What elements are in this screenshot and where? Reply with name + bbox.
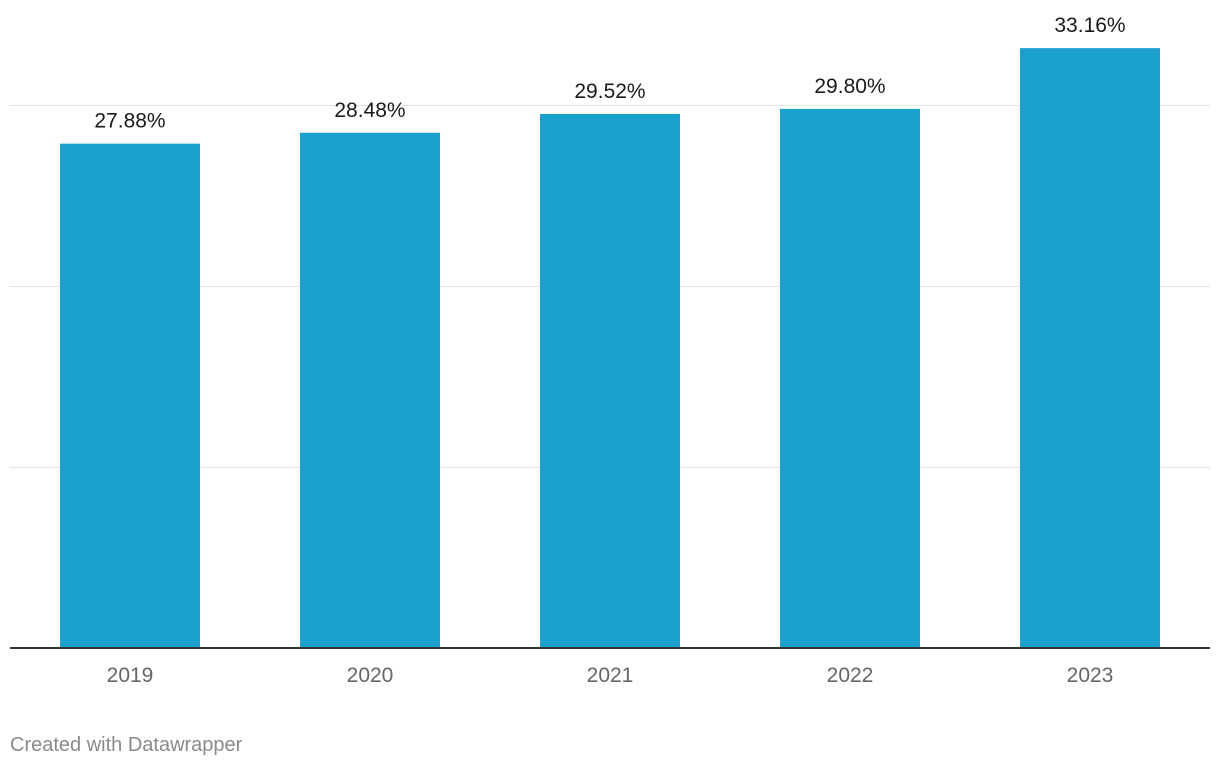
- bar-2022[interactable]: [780, 108, 920, 649]
- value-label-2021: 29.52%: [574, 80, 645, 103]
- x-tick-label-2020: 2020: [347, 664, 394, 687]
- credit-text[interactable]: Created with Datawrapper: [10, 734, 243, 756]
- bar-2020[interactable]: [300, 132, 440, 648]
- value-labels: 27.88% 28.48% 29.52% 29.80% 33.16%: [94, 14, 1125, 133]
- x-tick-label-2021: 2021: [587, 664, 634, 687]
- bar-2023[interactable]: [1020, 48, 1160, 648]
- value-label-2019: 27.88%: [94, 110, 165, 133]
- bars: [60, 48, 1160, 649]
- x-tick-label-2023: 2023: [1067, 664, 1114, 687]
- x-tick-label-2019: 2019: [107, 664, 154, 687]
- value-label-2022: 29.80%: [814, 75, 885, 98]
- value-label-2020: 28.48%: [334, 99, 405, 122]
- bar-2019[interactable]: [60, 143, 200, 648]
- x-axis-tick-labels: 2019 2020 2021 2022 2023: [107, 664, 1114, 687]
- value-label-2023: 33.16%: [1054, 14, 1125, 37]
- bar-2021[interactable]: [540, 113, 680, 648]
- bar-chart: 27.88% 28.48%29.52% 29.80%33.16% 2019 2020 2…: [10, 14, 1210, 687]
- x-tick-label-2022: 2022: [827, 664, 874, 687]
